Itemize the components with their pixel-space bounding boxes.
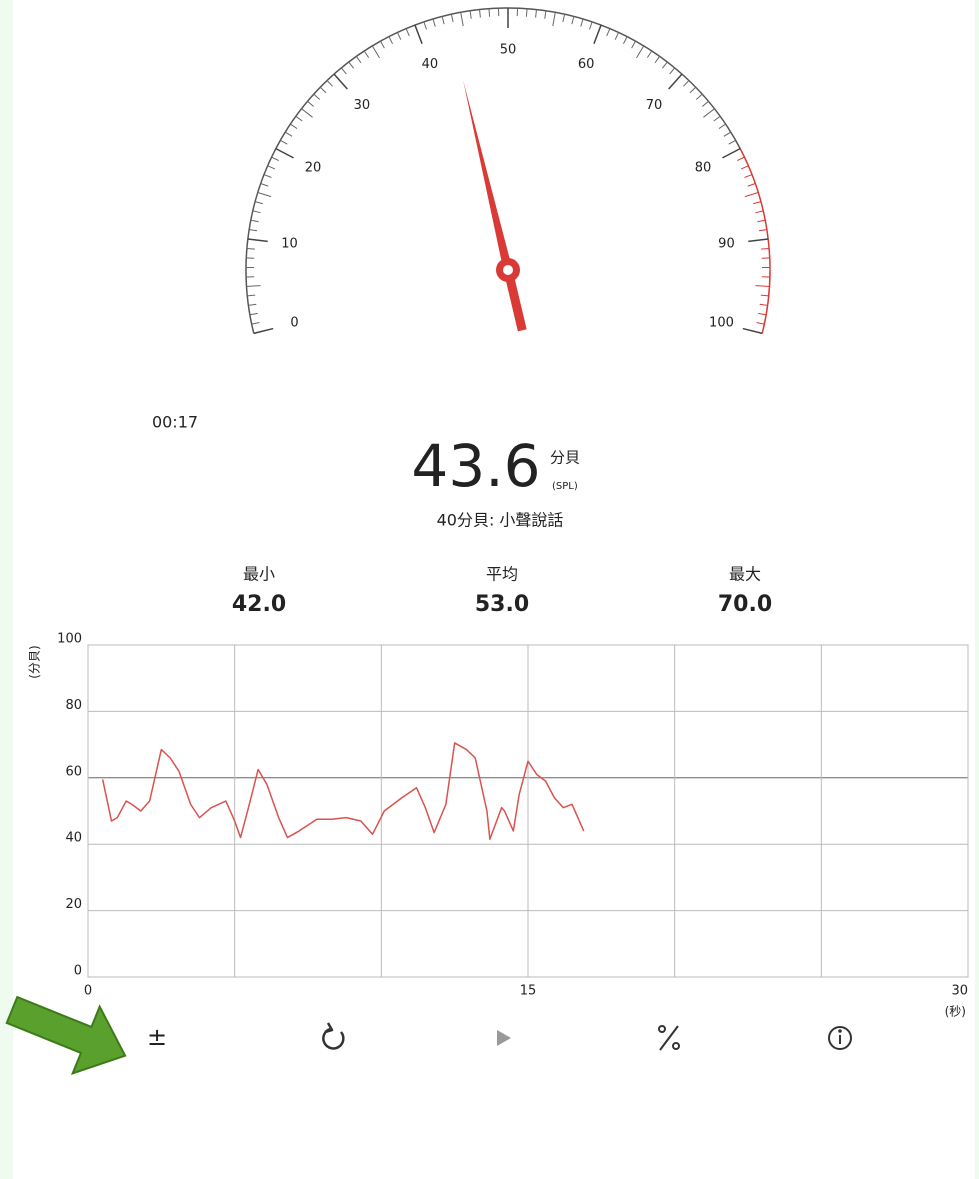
stat-label: 最大 <box>729 565 761 584</box>
y-tick-label: 20 <box>65 897 82 912</box>
stat-value: 42.0 <box>232 592 286 617</box>
gauge-tick-label: 60 <box>578 57 595 72</box>
stat-label: 平均 <box>486 565 518 584</box>
gauge-tick-label: 40 <box>422 57 439 72</box>
y-axis-label: (分貝) <box>28 645 42 678</box>
gauge-tick-label: 50 <box>500 43 517 58</box>
x-tick-label: 15 <box>520 984 537 999</box>
gauge-tick-label: 90 <box>718 236 735 251</box>
y-tick-label: 40 <box>65 831 82 846</box>
gauge-minor-tick <box>247 248 255 249</box>
x-tick-label: 0 <box>84 984 92 999</box>
gauge-minor-tick <box>526 9 527 17</box>
adjust-button[interactable]: ± <box>147 1023 167 1051</box>
gauge-minor-tick <box>761 248 769 249</box>
x-axis-label: (秒) <box>945 1005 966 1019</box>
reading-unit-sub: (SPL) <box>552 481 578 492</box>
reading-unit: 分貝 <box>550 449 580 467</box>
stat-value: 53.0 <box>475 592 529 617</box>
gauge-tick-label: 80 <box>695 161 712 176</box>
gauge-tick-label: 10 <box>281 236 298 251</box>
stat-value: 70.0 <box>718 592 772 617</box>
gauge-tick-label: 100 <box>709 316 734 331</box>
timer: 00:17 <box>152 413 198 432</box>
gauge-hub-center <box>503 265 513 275</box>
x-tick-label: 30 <box>951 984 968 999</box>
y-tick-label: 0 <box>74 964 82 979</box>
gauge-tick-label: 30 <box>354 98 371 113</box>
y-tick-label: 80 <box>65 698 82 713</box>
stat-label: 最小 <box>243 565 275 584</box>
panel <box>13 0 975 1179</box>
y-tick-label: 60 <box>65 764 82 779</box>
reading-value: 43.6 <box>411 432 540 500</box>
gauge-tick-label: 20 <box>305 161 322 176</box>
reading-description: 40分貝: 小聲說話 <box>437 511 564 530</box>
gauge-tick-label: 70 <box>646 98 663 113</box>
y-tick-label: 100 <box>57 632 82 647</box>
screen: 00:17 43.6 分貝 (SPL) 40分貝: 小聲說話 最小 42.0 平… <box>0 0 979 1179</box>
page: 00:17 43.6 分貝 (SPL) 40分貝: 小聲說話 最小 42.0 平… <box>0 0 979 1179</box>
gauge-tick-label: 0 <box>290 316 298 331</box>
gauge-minor-tick <box>489 9 490 17</box>
